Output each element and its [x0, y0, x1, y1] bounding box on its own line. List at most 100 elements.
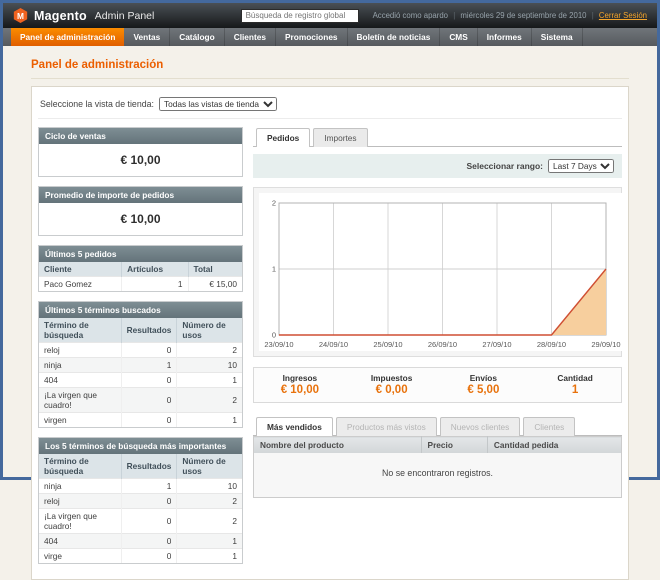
average-order-box: Promedio de importe de pedidos € 10,00: [38, 186, 243, 236]
column-header: Resultados: [121, 454, 178, 479]
page-header: Panel de administración: [31, 55, 629, 79]
last-orders-box: Últimos 5 pedidos Cliente Artículos Total …: [38, 245, 243, 292]
svg-text:25/09/10: 25/09/10: [373, 340, 402, 349]
diagram-tab[interactable]: Pedidos: [256, 128, 311, 147]
products-tab: Productos más vistos: [335, 417, 437, 436]
total-value: € 0,00: [375, 384, 408, 396]
column-header: Artículos: [121, 262, 189, 277]
table-row: ¡La virgen que cuadro! 0 2: [39, 508, 242, 534]
dashboard-left-column: Ciclo de ventas € 10,00 Promedio de impo…: [38, 127, 243, 573]
range-select[interactable]: Last 7 Days: [548, 159, 614, 173]
total-item: Cantidad 1: [529, 373, 621, 396]
table-row: ninja 1 10: [39, 357, 242, 373]
table-row: 404 0 1: [39, 372, 242, 388]
table-row: Paco Gomez 1 € 15,00: [39, 276, 242, 291]
nav-item[interactable]: Sistema: [532, 28, 583, 46]
table-row: reloj 0 2: [39, 493, 242, 509]
global-search-input[interactable]: [240, 8, 359, 23]
column-header: Precio: [421, 436, 488, 453]
box-title: Ciclo de ventas: [39, 128, 242, 144]
svg-text:24/09/10: 24/09/10: [319, 340, 348, 349]
column-header: Nombre del producto: [253, 436, 422, 453]
session-info: Accedió como apardo | miércoles 29 de se…: [373, 11, 647, 20]
column-header: Término de búsqueda: [39, 318, 122, 343]
svg-text:2: 2: [272, 199, 276, 208]
diagram-tab[interactable]: Importes: [313, 128, 368, 147]
products-tab: Clientes: [523, 417, 576, 436]
products-tab: Nuevos clientes: [439, 417, 521, 436]
total-item: Impuestos € 0,00: [346, 373, 438, 396]
sales-cycle-box: Ciclo de ventas € 10,00: [38, 127, 243, 177]
svg-text:0: 0: [272, 331, 276, 340]
page-title: Panel de administración: [31, 59, 164, 71]
table-row: virge 0 1: [39, 548, 242, 563]
nav-item[interactable]: Clientes: [225, 28, 276, 46]
total-item: Ingresos € 10,00: [254, 373, 346, 396]
svg-text:27/09/10: 27/09/10: [482, 340, 511, 349]
svg-text:M: M: [17, 11, 24, 21]
empty-message: No se encontraron registros.: [253, 453, 622, 498]
current-date: miércoles 29 de septiembre de 2010: [460, 11, 587, 20]
products-table: Nombre del producto Precio Cantidad pedida…: [253, 436, 622, 498]
nav-item[interactable]: Informes: [478, 28, 532, 46]
products-tab[interactable]: Más vendidos: [256, 417, 333, 436]
nav-item[interactable]: CMS: [440, 28, 478, 46]
magento-logo-icon: M: [13, 8, 28, 23]
total-label: Ingresos: [282, 373, 318, 383]
nav-item[interactable]: Panel de administración: [11, 28, 125, 46]
orders-chart-box: 0 1 2 23/09/10 24/09/10 25/09/10 26/09/10 27/09…: [253, 187, 622, 357]
top-search-terms-table: Término de búsqueda Resultados Número de u…: [39, 454, 242, 563]
table-row: ninja 1 10: [39, 478, 242, 494]
box-title: Últimos 5 pedidos: [39, 246, 242, 262]
logout-link[interactable]: Cerrar Sesión: [598, 11, 647, 20]
total-value: € 5,00: [467, 384, 500, 396]
table-row: 404 0 1: [39, 533, 242, 549]
main-nav: Panel de administración Ventas Catálogo …: [3, 28, 657, 46]
orders-chart: 0 1 2 23/09/10 24/09/10 25/09/10 26/09/10 27/09…: [259, 193, 622, 351]
column-header: Número de usos: [176, 318, 242, 343]
last-search-terms-box: Últimos 5 términos buscados Término de b…: [38, 301, 243, 428]
nav-item[interactable]: Promociones: [276, 28, 348, 46]
svg-text:23/09/10: 23/09/10: [264, 340, 293, 349]
table-row: reloj 0 2: [39, 342, 242, 358]
box-title: Promedio de importe de pedidos: [39, 187, 242, 203]
sales-cycle-value: € 10,00: [120, 153, 161, 167]
svg-text:1: 1: [272, 265, 276, 274]
diagram-tabs: Pedidos Importes: [253, 127, 622, 147]
column-header: Número de usos: [176, 454, 242, 479]
total-value: 1: [571, 384, 579, 396]
svg-text:28/09/10: 28/09/10: [537, 340, 566, 349]
total-label: Envíos: [469, 373, 497, 383]
nav-item[interactable]: Ventas: [124, 28, 171, 46]
column-header: Cliente: [39, 262, 123, 277]
totals-bar: Ingresos € 10,00 Impuestos € 0,00 Envíos…: [253, 367, 622, 403]
total-label: Impuestos: [370, 373, 413, 383]
store-view-switcher: Seleccione la vista de tienda: Todas las…: [38, 93, 622, 119]
content-panel: Seleccione la vista de tienda: Todas las…: [31, 86, 629, 580]
header: M Magento Admin Panel Accedió como apard…: [3, 3, 657, 28]
separator: |: [453, 11, 456, 20]
svg-text:29/09/10: 29/09/10: [591, 340, 620, 349]
svg-text:26/09/10: 26/09/10: [428, 340, 457, 349]
store-view-label: Seleccione la vista de tienda:: [40, 99, 154, 109]
average-order-value: € 10,00: [120, 212, 161, 226]
top-search-terms-box: Los 5 términos de búsqueda más important…: [38, 437, 243, 564]
store-view-select[interactable]: Todas las vistas de tienda: [158, 97, 277, 111]
column-header: Resultados: [121, 318, 178, 343]
table-row: ¡La virgen que cuadro! 0 2: [39, 387, 242, 413]
box-title: Los 5 términos de búsqueda más important…: [39, 438, 242, 454]
last-orders-table: Cliente Artículos Total Paco Gomez 1 € 15,…: [39, 262, 242, 291]
app-subtitle: Admin Panel: [94, 9, 155, 22]
box-title: Últimos 5 términos buscados: [39, 302, 242, 318]
nav-item[interactable]: Catálogo: [170, 28, 225, 46]
products-tabs: Más vendidos Productos más vistos Nuevos c…: [253, 416, 622, 436]
column-header: Total: [188, 262, 242, 277]
column-header: Cantidad pedida: [487, 436, 622, 453]
nav-item[interactable]: Boletín de noticias: [348, 28, 441, 46]
dashboard-right-column: Pedidos Importes Seleccionar rango: Last …: [253, 127, 622, 573]
last-search-terms-table: Término de búsqueda Resultados Número de u…: [39, 318, 242, 427]
total-value: € 10,00: [280, 384, 320, 396]
range-selector-bar: Seleccionar rango: Last 7 Days: [253, 154, 622, 178]
app-title: Magento: [34, 8, 87, 23]
